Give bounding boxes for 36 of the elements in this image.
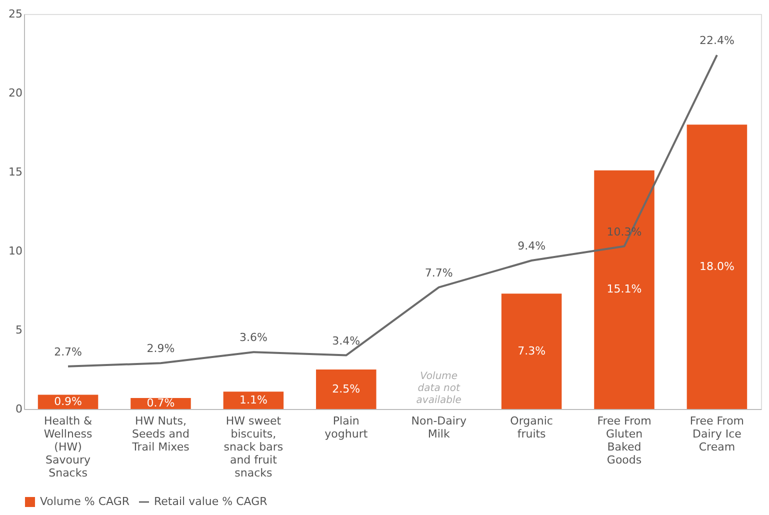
data-label: 18.0%: [699, 260, 734, 273]
data-label: 0.9%: [54, 394, 82, 408]
bar: [501, 294, 562, 409]
x-tick-label: HW Nuts, Seeds and Trail Mixes: [131, 414, 190, 454]
data-label: 2.9%: [146, 342, 175, 356]
x-tick-label: Organic fruits: [510, 414, 553, 440]
y-tick-label: 0: [16, 402, 22, 416]
bar: [316, 370, 376, 409]
y-tick-label: 10: [8, 244, 22, 258]
x-tick-label: HW sweet biscuits, snack bars and fruit snacks: [224, 414, 284, 480]
y-tick-label: 25: [8, 8, 22, 20]
x-tick-label: Plain yoghurt: [324, 414, 368, 440]
legend-label: Retail value % CAGR: [154, 495, 268, 508]
data-label: 22.4%: [699, 34, 734, 48]
legend-label: Volume % CAGR: [40, 495, 130, 508]
y-tick-label: 20: [8, 86, 22, 100]
data-label: 2.5%: [332, 382, 360, 396]
bar: [223, 392, 284, 409]
data-label: 1.1%: [239, 393, 268, 406]
x-tick-label: Free From Gluten Baked Goods: [597, 414, 652, 466]
x-tick-label: Free From Dairy Ice Cream: [690, 414, 744, 454]
y-tick-label: 5: [16, 324, 22, 336]
x-tick-label: Health & Wellness (HW) Savoury Snacks: [44, 414, 93, 480]
data-label: 3.4%: [332, 334, 360, 348]
bar: [594, 170, 654, 409]
data-label: 0.7%: [146, 396, 175, 410]
data-label: 3.6%: [239, 331, 268, 344]
data-label: 9.4%: [518, 239, 546, 252]
annotation: Volume data not available: [416, 371, 462, 406]
x-tick-label: Non-Dairy Milk: [411, 414, 467, 440]
data-label: 15.1%: [606, 282, 642, 296]
data-label: 2.7%: [54, 345, 82, 358]
data-label: 7.7%: [424, 266, 453, 280]
data-label: 7.3%: [518, 344, 546, 358]
bar: [686, 124, 748, 409]
y-tick-label: 15: [8, 166, 22, 178]
